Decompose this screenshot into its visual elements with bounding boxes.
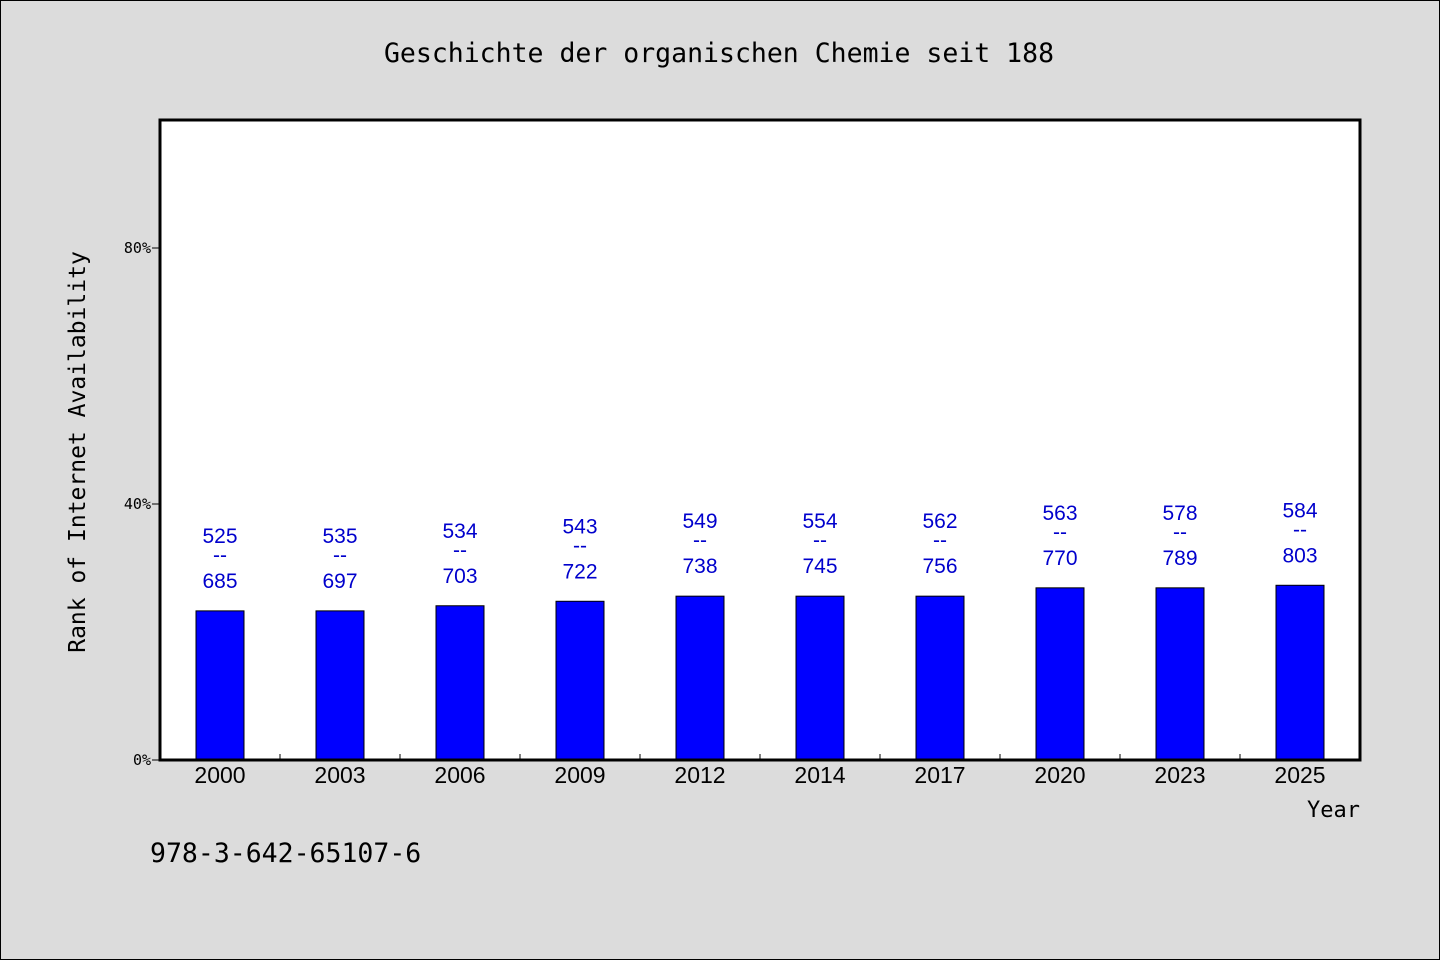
bar-2009 [555, 600, 605, 761]
data-label-2012-bottom: 738 [682, 555, 717, 578]
data-label-2006-bottom: 703 [442, 565, 477, 588]
bar-2017 [915, 595, 965, 761]
x-axis: 2000 2003 2006 2009 2012 2014 2017 2020 2023 2025 [194, 754, 1326, 788]
y-tick-label: 80% [124, 239, 151, 257]
data-label-2009-top: 543 [562, 515, 597, 538]
y-tick-label: 0% [133, 751, 151, 769]
bar-2012 [675, 595, 725, 761]
data-label-2006-separator: -- [453, 539, 467, 562]
x-axis-label: Year [1307, 798, 1360, 823]
data-label-2006-top: 534 [442, 520, 477, 543]
data-label-2009-bottom: 722 [562, 560, 597, 583]
x-tick-label-2006: 2006 [434, 762, 485, 788]
x-tick-label-2000: 2000 [194, 762, 245, 788]
data-label-2020-bottom: 770 [1042, 547, 1077, 570]
x-tick-label-2017: 2017 [914, 762, 965, 788]
data-label-2000-bottom: 685 [202, 570, 237, 593]
data-label-2012-separator: -- [693, 529, 707, 552]
data-label-2003-bottom: 697 [322, 570, 357, 593]
data-label-2020-top: 563 [1042, 502, 1077, 525]
data-label-2017-separator: -- [933, 529, 947, 552]
data-label-2012-top: 549 [682, 510, 717, 533]
data-label-2017-top: 562 [922, 510, 957, 533]
data-labels-group: 525--685535--697534--703543--722549--738… [202, 499, 1317, 593]
data-label-2023-top: 578 [1162, 502, 1197, 525]
y-tick-label: 40% [124, 495, 151, 513]
footer-isbn: 978-3-642-65107-6 [150, 838, 421, 869]
data-label-2025-bottom: 803 [1282, 544, 1317, 567]
data-label-2020-separator: -- [1053, 521, 1067, 544]
x-tick-label-2020: 2020 [1034, 762, 1085, 788]
data-label-2000-top: 525 [202, 525, 237, 548]
data-label-2003-separator: -- [333, 544, 347, 567]
chart-title: Geschichte der organischen Chemie seit 1… [384, 38, 1054, 69]
data-label-2025-top: 584 [1282, 499, 1317, 522]
y-axis-label: Rank of Internet Availability [65, 251, 91, 653]
data-label-2025-separator: -- [1293, 518, 1307, 541]
x-tick-label-2023: 2023 [1154, 762, 1205, 788]
data-label-2023-bottom: 789 [1162, 547, 1197, 570]
bar-2025 [1275, 584, 1325, 761]
bar-2014 [795, 595, 845, 761]
data-label-2014-bottom: 745 [802, 555, 837, 578]
bar-2000 [195, 610, 245, 761]
x-tick-label-2025: 2025 [1274, 762, 1325, 788]
y-axis: 0% 40% 80% [124, 239, 160, 769]
bar-2023 [1155, 587, 1205, 761]
data-label-2000-separator: -- [213, 544, 227, 567]
plot-frame [158, 118, 1362, 762]
data-label-2014-separator: -- [813, 529, 827, 552]
bars-group [195, 584, 1325, 761]
data-label-2017-bottom: 756 [922, 555, 957, 578]
x-tick-label-2003: 2003 [314, 762, 365, 788]
data-label-2023-separator: -- [1173, 521, 1187, 544]
x-tick-label-2009: 2009 [554, 762, 605, 788]
x-tick-label-2014: 2014 [794, 762, 845, 788]
bar-2020 [1035, 587, 1085, 761]
data-label-2009-separator: -- [573, 534, 587, 557]
data-label-2003-top: 535 [322, 525, 357, 548]
bar-2003 [315, 610, 365, 761]
bar-2006 [435, 605, 485, 761]
data-label-2014-top: 554 [802, 510, 837, 533]
x-tick-label-2012: 2012 [674, 762, 725, 788]
